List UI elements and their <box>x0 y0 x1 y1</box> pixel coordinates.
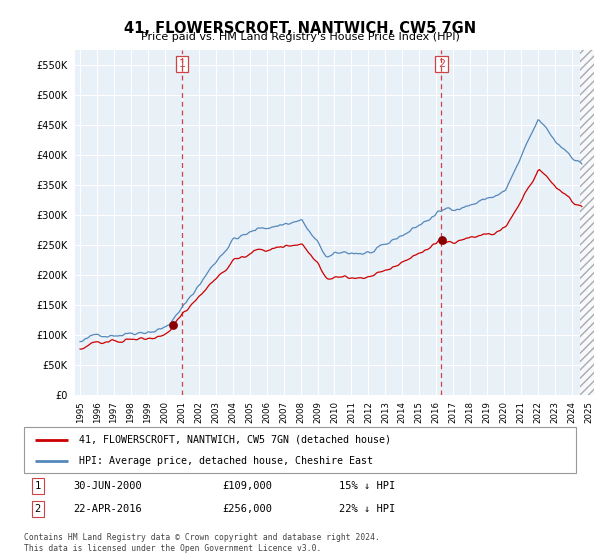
Text: 41, FLOWERSCROFT, NANTWICH, CW5 7GN (detached house): 41, FLOWERSCROFT, NANTWICH, CW5 7GN (det… <box>79 435 391 445</box>
Text: HPI: Average price, detached house, Cheshire East: HPI: Average price, detached house, Ches… <box>79 456 373 466</box>
FancyBboxPatch shape <box>24 427 576 473</box>
Text: 15% ↓ HPI: 15% ↓ HPI <box>338 481 395 491</box>
Text: 22% ↓ HPI: 22% ↓ HPI <box>338 504 395 514</box>
Point <box>169 321 178 330</box>
Bar <box>580 50 594 395</box>
Text: £109,000: £109,000 <box>223 481 273 491</box>
Text: 30-JUN-2000: 30-JUN-2000 <box>74 481 142 491</box>
Text: 1: 1 <box>35 481 41 491</box>
Text: 41, FLOWERSCROFT, NANTWICH, CW5 7GN: 41, FLOWERSCROFT, NANTWICH, CW5 7GN <box>124 21 476 36</box>
Text: Price paid vs. HM Land Registry's House Price Index (HPI): Price paid vs. HM Land Registry's House … <box>140 32 460 43</box>
Text: 2: 2 <box>35 504 41 514</box>
Text: £256,000: £256,000 <box>223 504 273 514</box>
Text: 2: 2 <box>438 59 445 69</box>
Text: 1: 1 <box>178 59 185 69</box>
Point <box>437 235 447 244</box>
Text: 22-APR-2016: 22-APR-2016 <box>74 504 142 514</box>
Text: Contains HM Land Registry data © Crown copyright and database right 2024.
This d: Contains HM Land Registry data © Crown c… <box>24 533 380 553</box>
